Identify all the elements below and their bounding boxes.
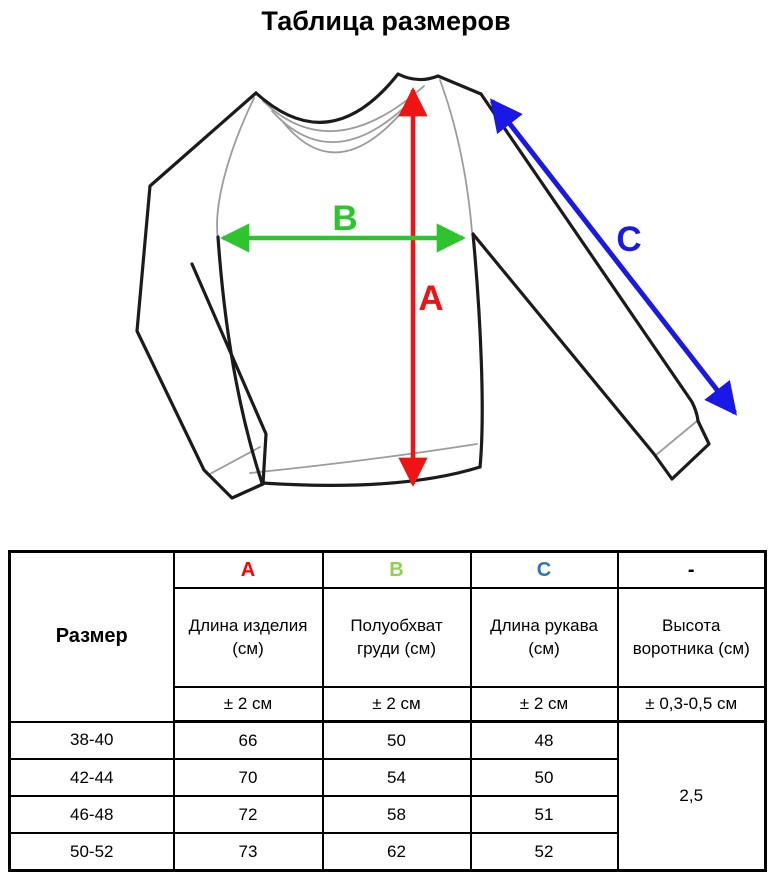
value-cell: 51	[469, 795, 619, 834]
size-cell: 42-44	[8, 758, 175, 797]
column-letter-b: B	[321, 550, 472, 589]
value-cell: 58	[321, 795, 472, 834]
measure-name-sleeve: Длина рукава (см)	[469, 587, 619, 688]
label-b: B	[332, 199, 357, 238]
column-letter-c: C	[469, 550, 619, 589]
size-cell: 46-48	[8, 795, 175, 834]
tolerance-row: ± 2 см ± 2 см ± 2 см ± 0,3-0,5 см	[10, 686, 767, 723]
measure-name-length: Длина изделия (см)	[172, 587, 324, 688]
column-letter-dash: -	[616, 550, 767, 589]
value-cell: 50	[321, 720, 472, 760]
value-cell: 72	[172, 795, 324, 834]
value-cell: 62	[321, 832, 472, 872]
letter-header-row: Размер A B C -	[8, 550, 767, 722]
tolerance-sleeve: ± 2 см	[469, 686, 619, 723]
value-cell: 54	[321, 758, 472, 797]
value-cell: 52	[469, 832, 619, 872]
measure-name-chest: Полуобхват груди (см)	[321, 587, 472, 688]
sweater-measurement-diagram: A B C	[135, 72, 737, 500]
collar-height-cell: 2,5	[616, 720, 767, 872]
size-table: Размер A B C - Длина изделия (см) Полуоб…	[8, 550, 767, 872]
size-cell: 38-40	[8, 720, 175, 760]
size-cell: 50-52	[8, 832, 175, 872]
value-cell: 73	[172, 832, 324, 872]
table-row: 50-52 73 62 52	[8, 832, 766, 872]
tolerance-length: ± 2 см	[172, 686, 324, 723]
sweater-seams	[207, 79, 698, 476]
label-a: A	[418, 279, 443, 318]
page-title: Таблица размеров	[261, 6, 511, 36]
table-row: 42-44 70 54 50	[8, 758, 766, 797]
measure-name-row: Длина изделия (см) Полуобхват груди (см)…	[10, 587, 767, 688]
size-column-header: Размер	[8, 550, 175, 722]
sleeve-arrow-c	[490, 98, 737, 416]
column-letter-a: A	[172, 550, 324, 589]
tolerance-collar: ± 0,3-0,5 см	[616, 686, 767, 723]
value-cell: 48	[469, 720, 619, 760]
tolerance-chest: ± 2 см	[321, 686, 472, 723]
value-cell: 70	[172, 758, 324, 797]
table-row: 38-40 66 50 48 2,5	[8, 720, 767, 872]
label-c: C	[616, 220, 641, 259]
table-row: 46-48 72 58 51	[8, 795, 766, 834]
value-cell: 50	[469, 758, 619, 797]
measure-name-collar: Высота воротника (см)	[616, 587, 767, 688]
value-cell: 66	[172, 720, 324, 760]
